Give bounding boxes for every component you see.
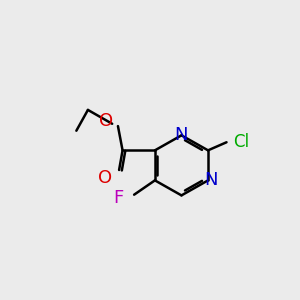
Text: O: O xyxy=(98,169,112,187)
Text: N: N xyxy=(204,171,218,189)
Text: Cl: Cl xyxy=(233,133,250,151)
Text: N: N xyxy=(174,126,188,144)
Text: F: F xyxy=(113,189,124,207)
Text: O: O xyxy=(99,112,113,130)
